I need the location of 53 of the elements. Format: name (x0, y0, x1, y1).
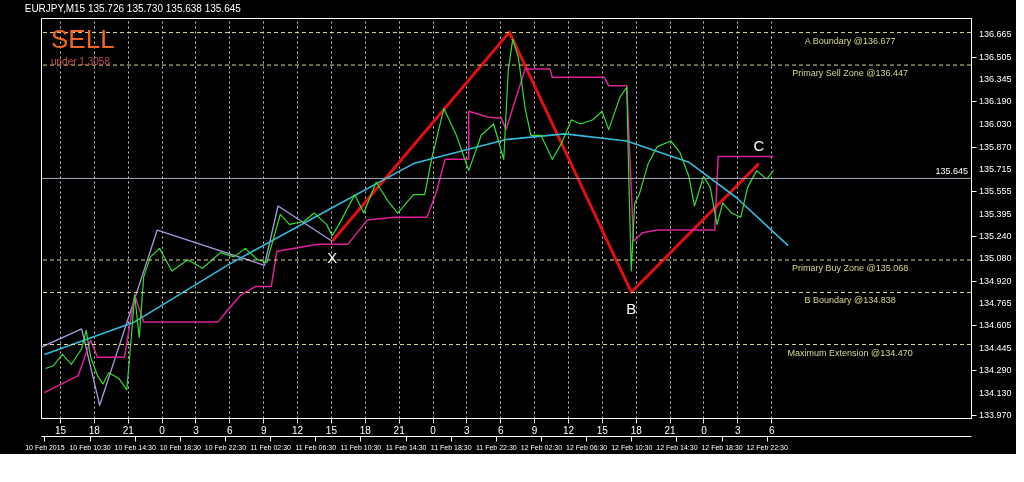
x2-tick-label: 21 (664, 424, 677, 436)
y-tick-label: 136.505 (979, 51, 1012, 62)
x2-tick-label: 0 (430, 424, 437, 436)
line-series (43, 133, 789, 356)
x2-tick-label: 15 (596, 424, 609, 436)
x2-tick-label: 9 (260, 424, 267, 436)
annotation: C (753, 136, 765, 154)
annotation: SELL (51, 24, 115, 54)
x2-tick-label: 12 (292, 424, 304, 436)
x2-tick-label: 6 (227, 424, 234, 436)
x2-tick-label: 3 (193, 424, 200, 436)
y-tick-label: 135.080 (979, 253, 1012, 264)
ref-line-label: A Boundary @136.677 (804, 35, 896, 46)
y-tick-label: 134.445 (979, 343, 1012, 354)
y-tick-label: 134.920 (979, 275, 1012, 286)
x2-tick-label: 6 (497, 424, 504, 436)
y-tick-label: 134.765 (979, 297, 1012, 308)
x2-tick-label: 18 (359, 424, 372, 436)
ref-line-label: Maximum Extension @134.470 (787, 347, 913, 358)
x2-tick-label: 21 (122, 424, 135, 436)
ref-line-label: Primary Buy Zone @135.068 (792, 262, 909, 273)
y-tick-label: 136.190 (979, 96, 1012, 107)
y-tick-label: 133.970 (979, 410, 1012, 421)
x2-tick-label: 12 (562, 424, 575, 436)
y-tick-label: 134.290 (979, 364, 1012, 375)
y-tick-label: 136.345 (979, 74, 1012, 85)
x2-tick-label: 9 (531, 424, 538, 436)
x2-tick-label: 18 (630, 424, 643, 436)
y-tick-label: 134.605 (979, 320, 1012, 331)
y-tick-label: 135.555 (979, 186, 1012, 197)
x2-tick-label: 15 (325, 424, 338, 436)
annotation: B (626, 300, 637, 318)
y-tick-label: 136.030 (979, 119, 1012, 130)
y-tick-label: 135.240 (979, 230, 1012, 241)
x2-tick-label: 0 (701, 424, 708, 436)
ref-line-label: Primary Sell Zone @136.447 (792, 68, 908, 79)
x2-tick-label: 3 (735, 424, 742, 436)
x2-tick-label: 21 (393, 424, 406, 436)
x2-tick-label: 0 (159, 424, 166, 436)
x2-tick-label: 6 (768, 424, 775, 436)
annotation: X (327, 249, 338, 267)
y-tick-label: 135.395 (979, 208, 1012, 219)
x2-tick-label: 3 (464, 424, 471, 436)
y-tick-label: 135.870 (979, 141, 1012, 152)
x2-tick-label: 15 (54, 424, 67, 436)
x2-tick-label: 18 (88, 424, 101, 436)
chart-title: EURJPY,M15 135.726 135.730 135.638 135.645 (24, 3, 242, 14)
ref-line-label: B Boundary @134.838 (804, 295, 896, 306)
y-tick-label: 134.130 (979, 387, 1012, 398)
y-tick-label: 135.715 (979, 163, 1012, 174)
annotation: under 1.3058 (51, 56, 111, 67)
ref-line-label: 135.645 (935, 166, 968, 177)
y-tick-label: 136.665 (979, 29, 1012, 40)
